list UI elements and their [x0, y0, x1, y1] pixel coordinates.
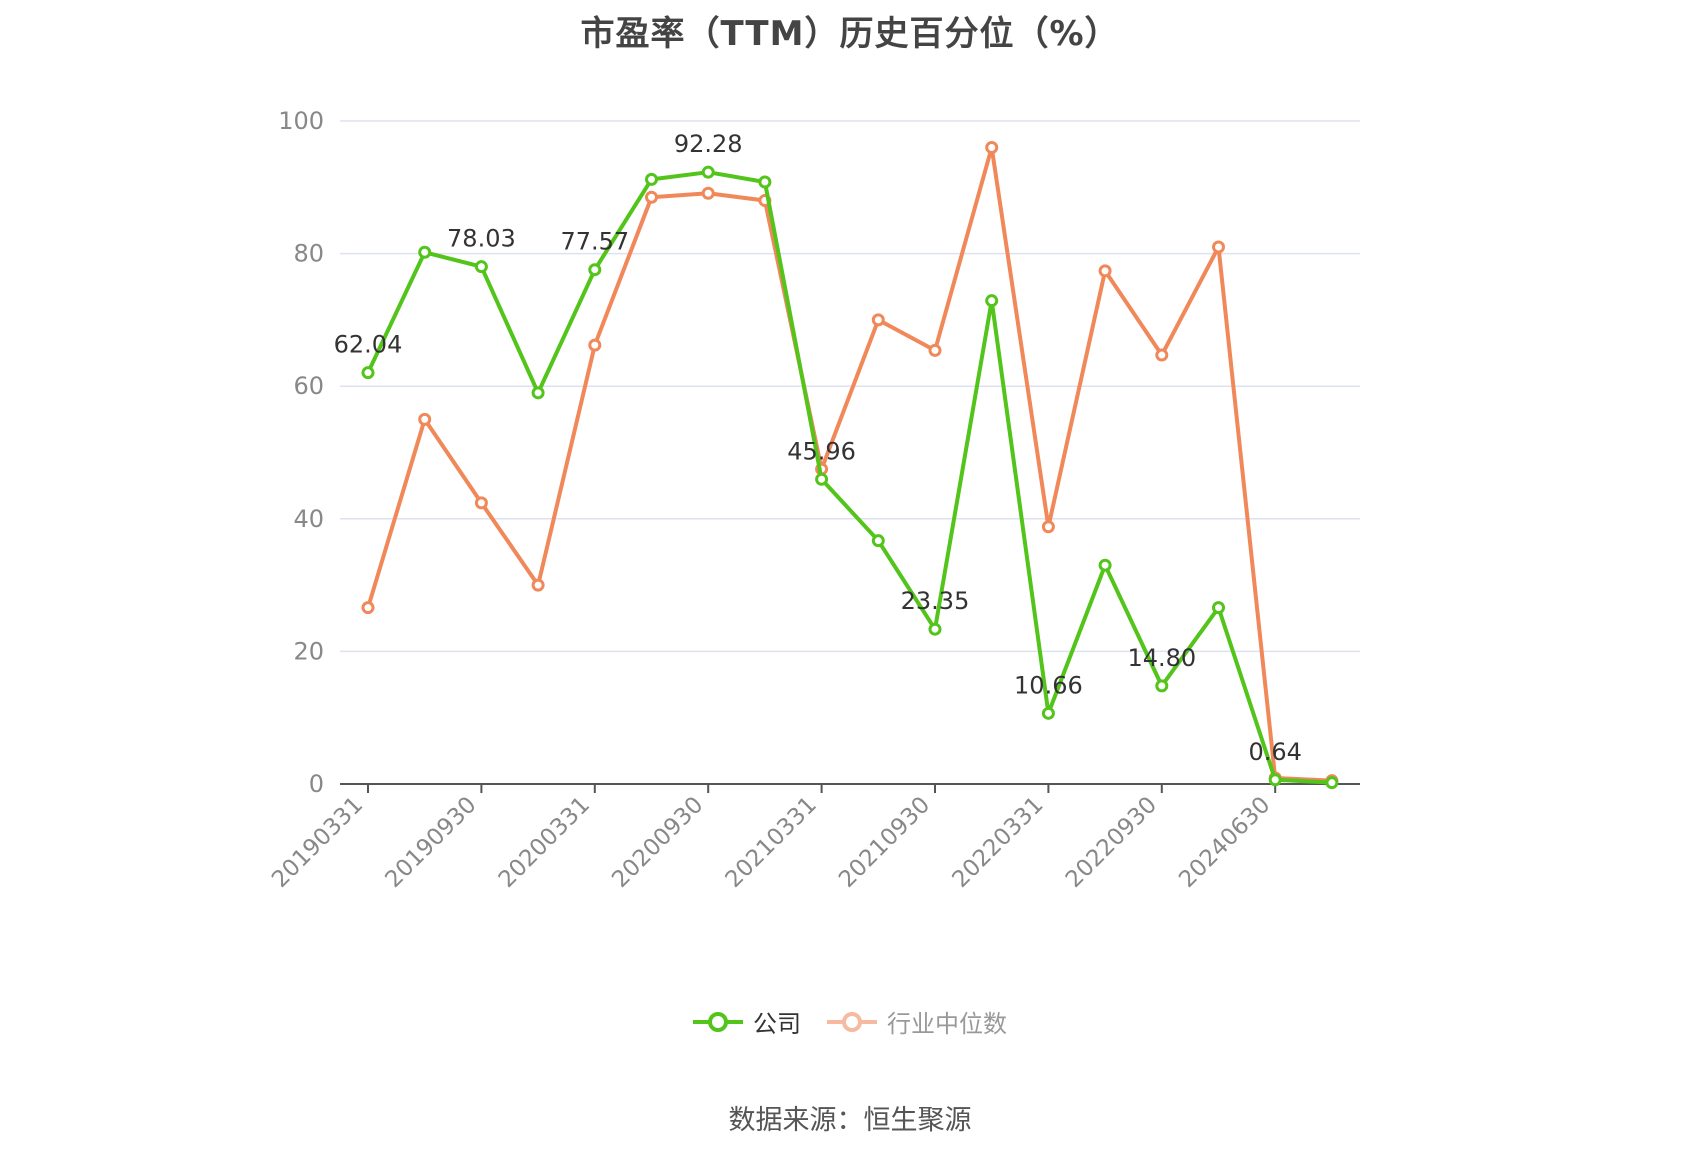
data-point — [1098, 264, 1112, 278]
x-tick-label: 20200331 — [494, 792, 595, 893]
data-point — [474, 260, 488, 274]
data-point — [645, 172, 658, 186]
legend: 公司 行业中位数 — [0, 1004, 1700, 1039]
x-tick-label: 20190930 — [380, 792, 481, 893]
series-line-0 — [366, 170, 1333, 785]
data-label: 78.03 — [447, 225, 516, 253]
y-tick-label: 40 — [293, 505, 324, 533]
x-axis — [340, 783, 1360, 793]
y-tick-label: 60 — [293, 372, 324, 400]
data-point — [758, 175, 772, 189]
legend-industry-line-icon — [827, 1011, 877, 1032]
legend-label-company: 公司 — [753, 1010, 801, 1038]
data-label: 92.28 — [674, 130, 743, 158]
series-line-1 — [366, 145, 1332, 783]
data-label: 62.04 — [334, 331, 403, 359]
data-point — [701, 186, 715, 200]
series-lines — [361, 141, 1339, 790]
legend-company-line-icon — [693, 1011, 743, 1032]
data-point — [928, 622, 942, 636]
data-point — [1155, 679, 1169, 693]
y-tick-label: 0 — [309, 770, 324, 798]
x-tick-label: 20240630 — [1174, 792, 1275, 893]
data-labels: 62.04 78.03 77.57 92.28 45.96 23.35 10.66 14.80… — [334, 130, 1302, 766]
data-label: 77.57 — [560, 228, 629, 256]
x-tick-label: 20210930 — [834, 792, 935, 893]
legend-item-company[interactable]: 公司 — [693, 1004, 801, 1039]
y-tick-label: 80 — [293, 240, 324, 268]
data-label: 23.35 — [901, 587, 970, 615]
chart-title: 市盈率（TTM）历史百分位（%） — [580, 14, 1120, 54]
legend-label-industry: 行业中位数 — [887, 1010, 1007, 1038]
data-point — [361, 366, 375, 380]
data-point — [418, 245, 432, 259]
data-point — [1155, 348, 1169, 362]
data-point — [928, 343, 942, 357]
data-point — [985, 294, 999, 308]
data-point — [1041, 706, 1055, 720]
data-point — [418, 412, 432, 426]
data-point — [871, 313, 885, 327]
data-label: 14.80 — [1127, 644, 1196, 672]
data-point — [1098, 558, 1112, 572]
legend-item-industry[interactable]: 行业中位数 — [827, 1004, 1007, 1039]
data-point — [985, 141, 999, 155]
data-point — [531, 386, 545, 400]
x-tick-label: 20220331 — [947, 792, 1048, 893]
data-label: 10.66 — [1014, 671, 1083, 699]
data-label: 0.64 — [1248, 738, 1301, 766]
data-point — [871, 534, 885, 548]
data-point — [1325, 776, 1339, 790]
data-point — [1212, 601, 1225, 615]
data-point — [815, 472, 829, 486]
data-point — [1212, 240, 1225, 254]
data-point — [645, 190, 658, 204]
data-point — [1041, 520, 1055, 534]
data-point — [588, 338, 602, 352]
grid-lines — [340, 120, 1360, 653]
y-axis-tick-labels: 0 20 40 60 80 100 — [278, 107, 324, 798]
y-tick-label: 20 — [293, 637, 324, 665]
y-tick-label: 100 — [278, 107, 324, 135]
data-point — [1268, 773, 1282, 787]
data-point — [701, 165, 715, 179]
data-point — [361, 601, 375, 615]
x-tick-label: 20200930 — [607, 792, 708, 893]
data-point — [531, 578, 545, 592]
data-label: 45.96 — [787, 437, 856, 465]
x-tick-label: 20190331 — [267, 792, 368, 893]
data-source-note: 数据来源：恒生聚源 — [728, 1105, 972, 1136]
x-tick-label: 20210331 — [721, 792, 822, 893]
x-axis-tick-labels: 20190331 20190930 20200331 20200930 20210331… — [267, 792, 1275, 893]
data-point — [588, 263, 602, 277]
data-point — [474, 496, 488, 510]
x-tick-label: 20220930 — [1061, 792, 1162, 893]
